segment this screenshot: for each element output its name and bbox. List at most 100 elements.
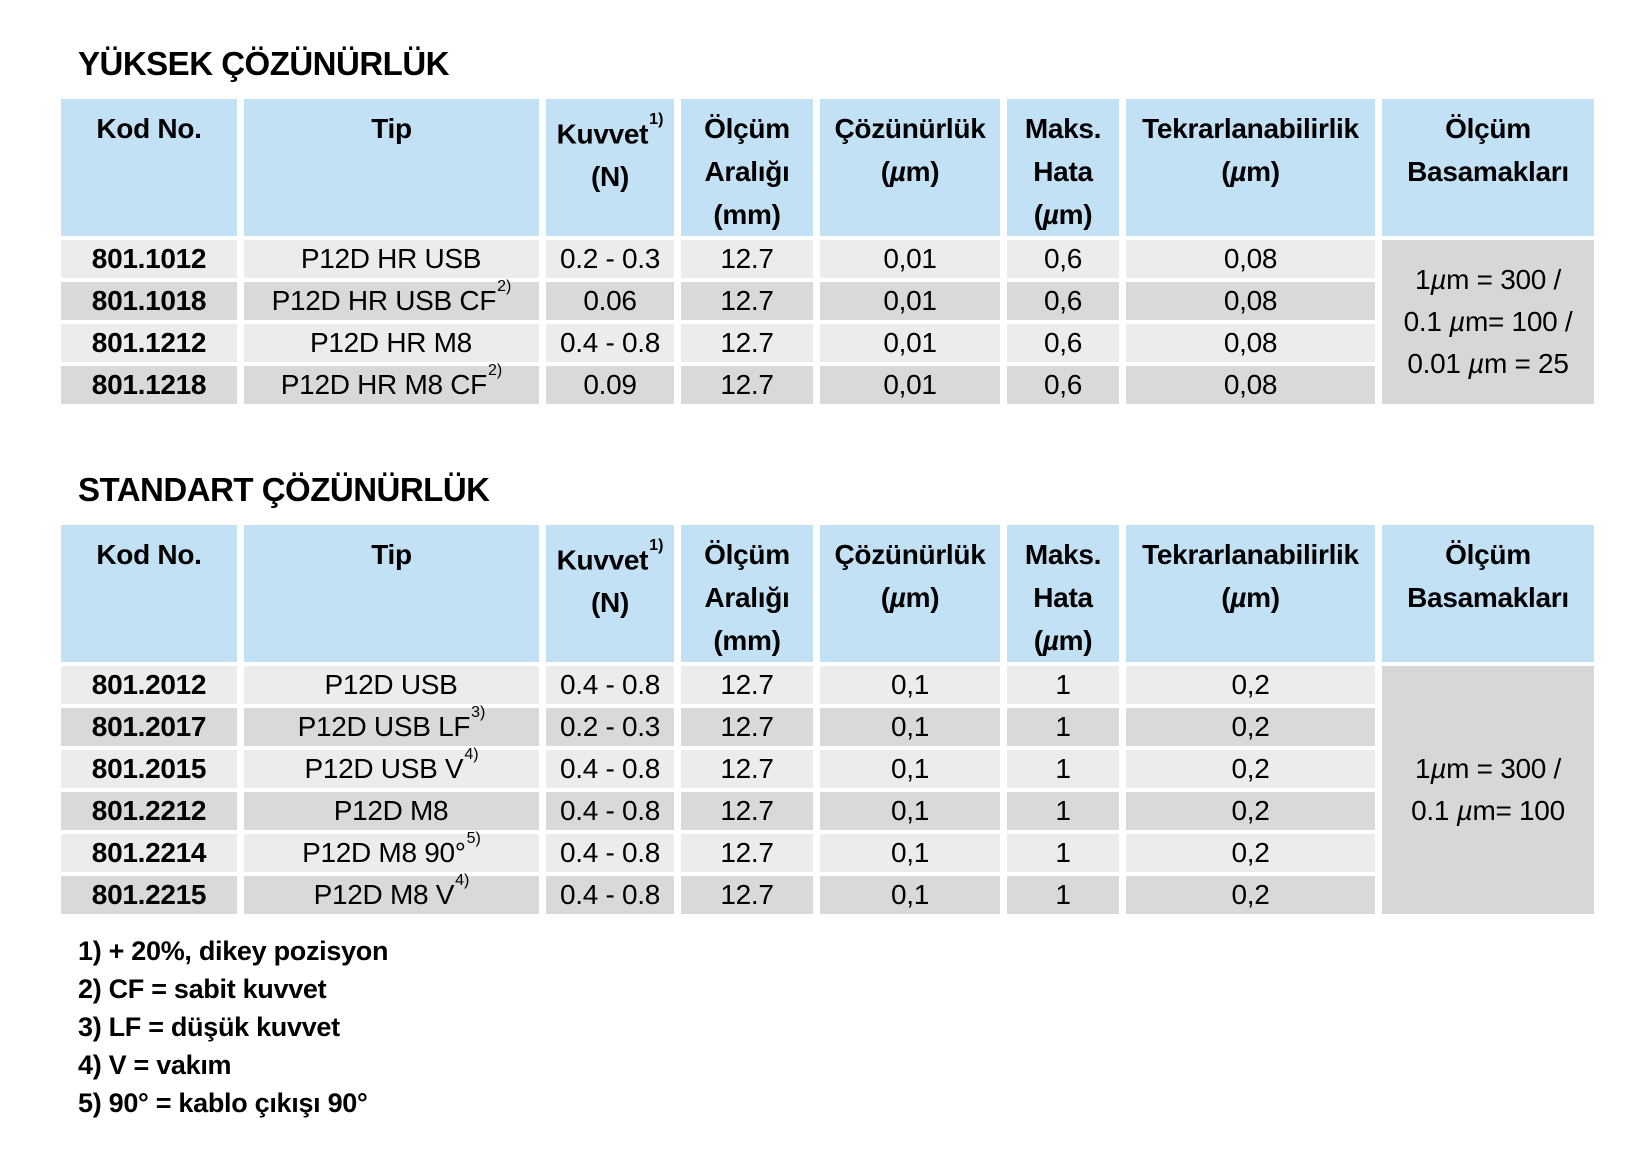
kod-no-cell: 801.2012 bbox=[61, 666, 237, 704]
kod-no-cell: 801.2017 bbox=[61, 708, 237, 746]
tip-label: P12D USB LF bbox=[297, 711, 471, 742]
col-header-tekrarlanabilirlik: Tekrarlanabilirlik (µm) bbox=[1126, 525, 1375, 662]
cozunurluk-cell: 0,1 bbox=[820, 708, 1000, 746]
col-header-kuvvet: Kuvvet1) (N) bbox=[546, 525, 674, 662]
tip-label: P12D HR USB CF bbox=[271, 285, 497, 316]
col-header-olcum-basamaklari: Ölçüm Basamakları bbox=[1382, 99, 1594, 236]
kuvvet-cell: 0.2 - 0.3 bbox=[546, 240, 674, 278]
olcum-araligi-cell: 12.7 bbox=[681, 876, 813, 914]
kuvvet-cell: 0.4 - 0.8 bbox=[546, 324, 674, 362]
olcum-basamaklari-merged-cell: 1µm = 300 / 0.1 µm= 100 bbox=[1382, 666, 1594, 914]
kod-no-cell: 801.2212 bbox=[61, 792, 237, 830]
cozunurluk-cell: 0,01 bbox=[820, 366, 1000, 404]
tip-cell: P12D USB bbox=[244, 666, 539, 704]
col-header-tip: Tip bbox=[244, 525, 539, 662]
tip-label: P12D USB V bbox=[304, 753, 464, 784]
maks-hata-cell: 1 bbox=[1007, 792, 1119, 830]
maks-hata-cell: 1 bbox=[1007, 876, 1119, 914]
cozunurluk-cell: 0,1 bbox=[820, 666, 1000, 704]
section-title-high-resolution: YÜKSEK ÇÖZÜNÜRLÜK bbox=[78, 45, 450, 82]
cozunurluk-cell: 0,01 bbox=[820, 282, 1000, 320]
olcum-araligi-cell: 12.7 bbox=[681, 708, 813, 746]
maks-hata-cell: 1 bbox=[1007, 750, 1119, 788]
tekrarlanabilirlik-cell: 0,2 bbox=[1126, 708, 1375, 746]
col-header-olcum-araligi: Ölçüm Aralığı (mm) bbox=[681, 525, 813, 662]
tekrarlanabilirlik-cell: 0,2 bbox=[1126, 666, 1375, 704]
maks-hata-cell: 0,6 bbox=[1007, 282, 1119, 320]
tip-label: P12D HR M8 bbox=[310, 327, 472, 358]
col-header-kuvvet-unit: (N) bbox=[591, 161, 629, 193]
kod-no-cell: 801.2214 bbox=[61, 834, 237, 872]
col-header-kuvvet: Kuvvet1) (N) bbox=[546, 99, 674, 236]
tekrarlanabilirlik-cell: 0,2 bbox=[1126, 834, 1375, 872]
tip-cell: P12D USB LF3) bbox=[244, 704, 539, 746]
tekrarlanabilirlik-cell: 0,2 bbox=[1126, 792, 1375, 830]
footnote-1: 1) + 20%, dikey pozisyon bbox=[78, 936, 389, 966]
col-header-kuvvet-label: Kuvvet bbox=[556, 118, 649, 150]
cozunurluk-cell: 0,1 bbox=[820, 750, 1000, 788]
table-row: 801.2017 P12D USB LF3) 0.2 - 0.3 12.7 0,… bbox=[61, 704, 1594, 746]
tip-label: P12D HR USB bbox=[300, 243, 482, 274]
tip-cell: P12D HR M8 bbox=[244, 324, 539, 362]
olcum-araligi-cell: 12.7 bbox=[681, 750, 813, 788]
tekrarlanabilirlik-cell: 0,08 bbox=[1126, 324, 1375, 362]
olcum-basamaklari-merged-cell: 1µm = 300 / 0.1 µm= 100 / 0.01 µm = 25 bbox=[1382, 240, 1594, 404]
table-row: 801.1218 P12D HR M8 CF2) 0.09 12.7 0,01 … bbox=[61, 362, 1594, 404]
merged-line: 1µm = 300 / bbox=[1415, 753, 1561, 784]
tip-cell: P12D M8 90°5) bbox=[244, 830, 539, 872]
table-row: 801.2012 P12D USB 0.4 - 0.8 12.7 0,1 1 0… bbox=[61, 666, 1594, 914]
tip-label: P12D HR M8 CF bbox=[280, 369, 487, 400]
section-title-standard-resolution: STANDART ÇÖZÜNÜRLÜK bbox=[78, 471, 490, 508]
olcum-araligi-cell: 12.7 bbox=[681, 834, 813, 872]
cozunurluk-cell: 0,01 bbox=[820, 324, 1000, 362]
col-header-kod-no: Kod No. bbox=[61, 525, 237, 662]
tip-label: P12D M8 90° bbox=[302, 837, 466, 868]
footnote-ref: 2) bbox=[487, 361, 503, 379]
merged-line: 0.01 µm = 25 bbox=[1407, 348, 1569, 379]
footnote-ref: 4) bbox=[455, 871, 470, 889]
tip-cell: P12D HR M8 CF2) bbox=[244, 362, 539, 404]
col-header-kuvvet-unit: (N) bbox=[591, 587, 629, 619]
kuvvet-cell: 0.4 - 0.8 bbox=[546, 834, 674, 872]
col-header-cozunurluk: Çözünürlük (µm) bbox=[820, 525, 1000, 662]
catalog-page: YÜKSEK ÇÖZÜNÜRLÜK Kod No. Tip Kuvvet1) (N… bbox=[54, 45, 1649, 1122]
footnotes: 1) + 20%, dikey pozisyon 2) CF = sabit k… bbox=[78, 932, 1649, 1122]
olcum-araligi-cell: 12.7 bbox=[681, 366, 813, 404]
kod-no-cell: 801.2015 bbox=[61, 750, 237, 788]
maks-hata-cell: 0,6 bbox=[1007, 240, 1119, 278]
footnote-3: 3) LF = düşük kuvvet bbox=[78, 1012, 340, 1042]
tip-label: P12D USB bbox=[324, 669, 458, 700]
kuvvet-cell: 0.2 - 0.3 bbox=[546, 708, 674, 746]
col-header-olcum-araligi: Ölçüm Aralığı (mm) bbox=[681, 99, 813, 236]
header-row: Kod No. Tip Kuvvet1) (N) Ölçüm Aralığı (m… bbox=[61, 99, 1594, 236]
maks-hata-cell: 0,6 bbox=[1007, 366, 1119, 404]
kuvvet-cell: 0.06 bbox=[546, 282, 674, 320]
spec-table-standard-resolution: Kod No. Tip Kuvvet1) (N) Ölçüm Aralığı (m… bbox=[54, 521, 1601, 918]
olcum-araligi-cell: 12.7 bbox=[681, 792, 813, 830]
maks-hata-cell: 1 bbox=[1007, 666, 1119, 704]
tekrarlanabilirlik-cell: 0,08 bbox=[1126, 240, 1375, 278]
tekrarlanabilirlik-cell: 0,2 bbox=[1126, 750, 1375, 788]
footnote-2: 2) CF = sabit kuvvet bbox=[78, 974, 327, 1004]
maks-hata-cell: 1 bbox=[1007, 708, 1119, 746]
footnote-4: 4) V = vakım bbox=[78, 1050, 232, 1080]
olcum-araligi-cell: 12.7 bbox=[681, 324, 813, 362]
olcum-araligi-cell: 12.7 bbox=[681, 240, 813, 278]
kod-no-cell: 801.1212 bbox=[61, 324, 237, 362]
kod-no-cell: 801.2215 bbox=[61, 876, 237, 914]
table-row: 801.2015 P12D USB V4) 0.4 - 0.8 12.7 0,1… bbox=[61, 746, 1594, 788]
col-header-maks-hata: Maks. Hata (µm) bbox=[1007, 99, 1119, 236]
kuvvet-cell: 0.4 - 0.8 bbox=[546, 666, 674, 704]
kuvvet-cell: 0.09 bbox=[546, 366, 674, 404]
kuvvet-cell: 0.4 - 0.8 bbox=[546, 792, 674, 830]
cozunurluk-cell: 0,01 bbox=[820, 240, 1000, 278]
table-row: 801.1012 P12D HR USB 0.2 - 0.3 12.7 0,01… bbox=[61, 240, 1594, 404]
footnote-ref: 5) bbox=[466, 829, 481, 847]
col-header-kuvvet-label: Kuvvet bbox=[556, 544, 649, 576]
footnote-ref: 2) bbox=[497, 277, 512, 295]
merged-line: 0.1 µm= 100 / bbox=[1403, 306, 1573, 337]
olcum-araligi-cell: 12.7 bbox=[681, 282, 813, 320]
tip-cell: P12D USB V4) bbox=[244, 746, 539, 788]
kuvvet-cell: 0.4 - 0.8 bbox=[546, 750, 674, 788]
tip-cell: P12D HR USB CF2) bbox=[244, 278, 539, 320]
